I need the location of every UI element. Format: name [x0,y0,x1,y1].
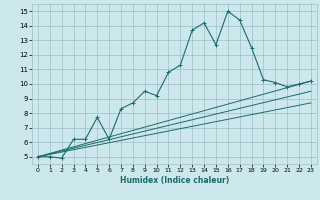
X-axis label: Humidex (Indice chaleur): Humidex (Indice chaleur) [120,176,229,185]
